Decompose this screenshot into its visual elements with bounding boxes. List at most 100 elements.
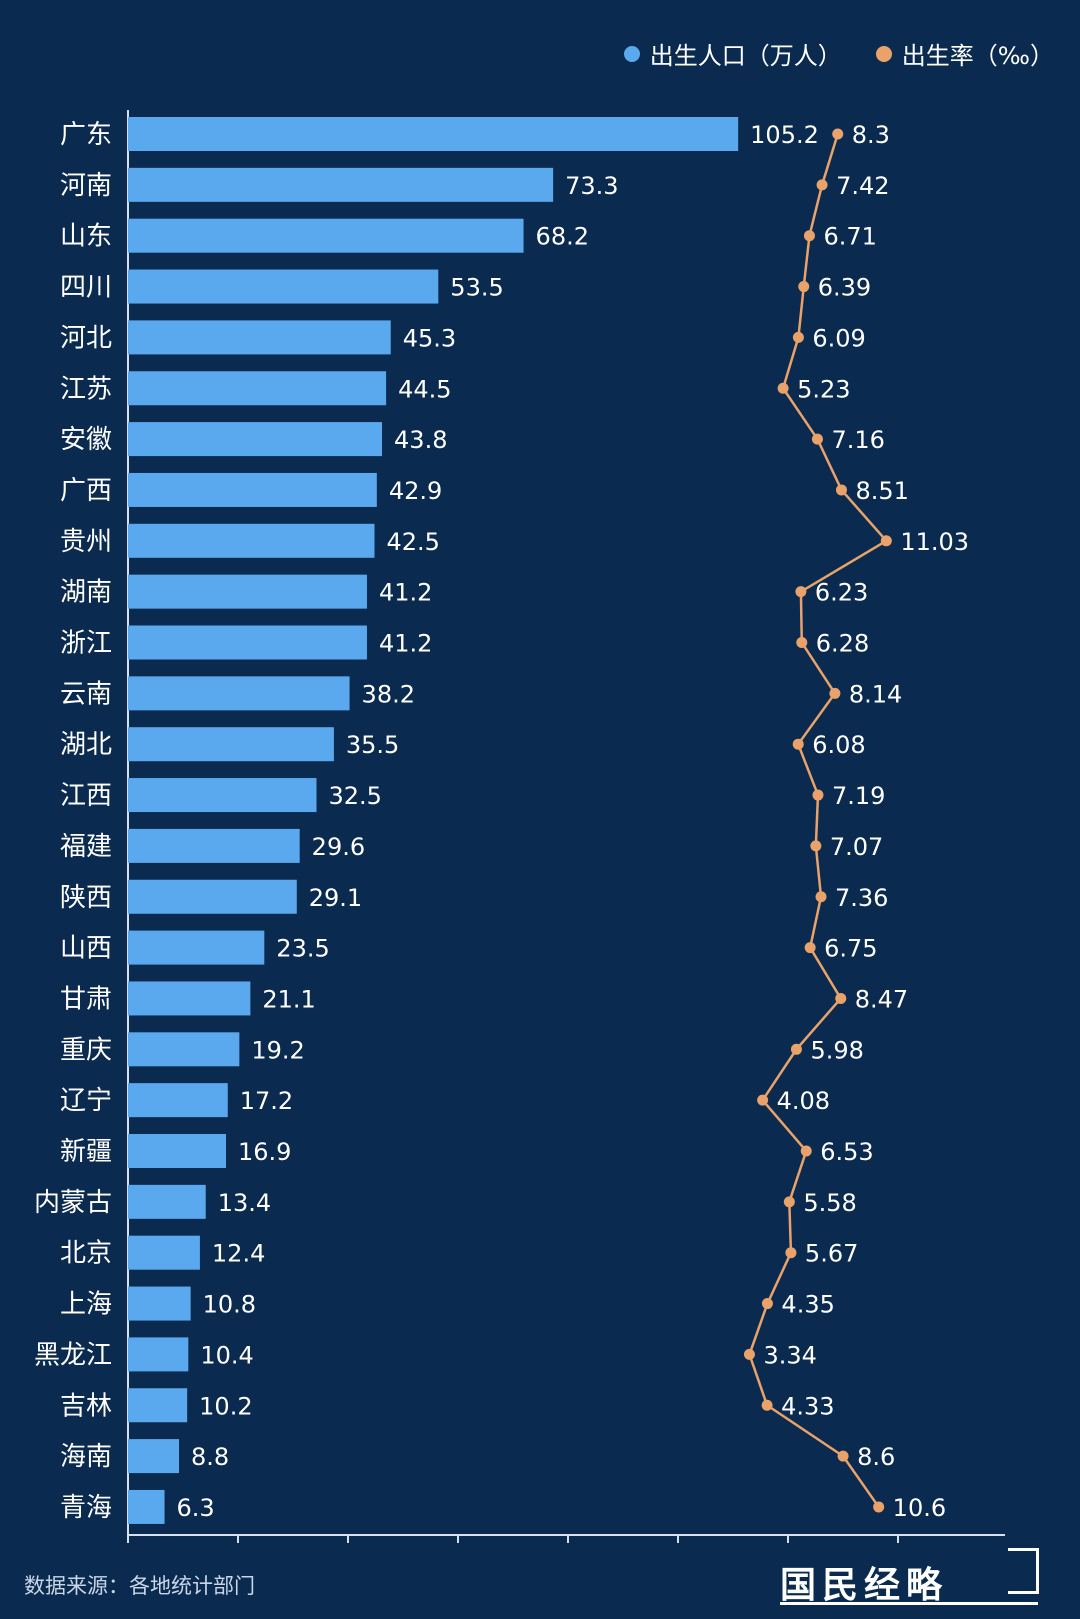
birth-rate-point <box>761 1399 773 1411</box>
bar <box>128 727 334 762</box>
category-label: 山西 <box>60 934 112 964</box>
bar <box>128 879 297 914</box>
bar-value-label: 32.5 <box>329 782 382 810</box>
bar <box>128 523 375 558</box>
birth-rate-label: 5.67 <box>805 1240 858 1268</box>
bar <box>128 269 439 304</box>
legend-label-birth-population: 出生人口（万人） <box>649 42 842 70</box>
bar-value-label: 53.5 <box>450 274 503 302</box>
bar <box>128 574 367 609</box>
birth-rate-label: 3.34 <box>763 1341 816 1369</box>
category-label: 甘肃 <box>60 984 112 1014</box>
birth-rate-point <box>790 1043 802 1055</box>
bar-value-label: 44.5 <box>398 375 451 403</box>
chart-legend: 出生人口（万人） 出生率（‰） <box>623 36 1054 71</box>
bar-value-label: 68.2 <box>536 223 589 251</box>
birth-rate-point <box>785 1247 797 1259</box>
category-label: 新疆 <box>60 1137 112 1167</box>
category-label: 吉林 <box>60 1391 112 1421</box>
birth-rate-label: 4.35 <box>781 1291 834 1319</box>
bar <box>128 1337 189 1372</box>
birth-rate-point <box>792 331 804 343</box>
bar <box>128 1184 206 1219</box>
bar <box>128 778 317 813</box>
birth-rate-label: 6.23 <box>815 579 868 607</box>
birth-rate-point <box>743 1348 755 1360</box>
birth-rate-point <box>829 687 841 699</box>
legend-swatch-line <box>875 45 892 62</box>
category-label: 江西 <box>60 781 112 811</box>
birth-rate-point <box>792 738 804 750</box>
birth-rate-point <box>880 535 892 547</box>
bar <box>128 1134 227 1168</box>
category-label: 广东 <box>60 120 112 150</box>
bar-value-label: 43.8 <box>394 426 447 454</box>
bar-value-label: 12.4 <box>212 1240 265 1268</box>
birth-rate-line <box>748 133 889 1508</box>
bar-value-label: 42.5 <box>387 528 440 556</box>
legend-swatch-bar <box>623 45 640 62</box>
bar <box>128 472 377 507</box>
bar-value-label: 38.2 <box>362 680 415 708</box>
bar <box>128 981 251 1016</box>
bar <box>128 320 391 355</box>
bar <box>128 218 524 253</box>
brand-underline <box>780 1602 1038 1605</box>
category-label: 福建 <box>60 832 112 862</box>
bar <box>128 1032 240 1067</box>
data-source-value: 各地统计部门 <box>129 1574 255 1598</box>
bar-value-label: 8.8 <box>191 1443 229 1471</box>
category-label: 陕西 <box>60 883 112 913</box>
birth-rate-label: 6.39 <box>818 274 871 302</box>
birth-rate-point <box>815 891 827 903</box>
category-label: 贵州 <box>60 527 112 557</box>
bar <box>128 828 300 863</box>
legend-label-birth-rate: 出生率（‰） <box>901 42 1054 70</box>
birth-rate-point <box>835 992 847 1004</box>
birth-rate-label: 7.19 <box>832 782 885 810</box>
birth-rate-label: 6.53 <box>820 1138 873 1166</box>
bar <box>128 1083 228 1118</box>
bar <box>128 1439 180 1474</box>
bar-value-label: 45.3 <box>403 324 456 352</box>
category-label: 海南 <box>60 1442 112 1472</box>
bar <box>128 167 554 202</box>
category-label: 内蒙古 <box>34 1188 112 1218</box>
birth-rate-label: 6.75 <box>824 935 877 963</box>
bar-value-label: 29.1 <box>309 884 362 912</box>
bar <box>128 117 739 151</box>
birth-rate-point <box>810 840 822 852</box>
legend-item-birth-population: 出生人口（万人） <box>623 36 842 71</box>
birth-rate-point <box>803 230 815 242</box>
bar-value-label: 10.4 <box>200 1341 253 1369</box>
birth-rate-point <box>873 1501 885 1513</box>
category-label: 广西 <box>60 476 112 506</box>
bar <box>128 1235 200 1270</box>
birth-rate-point <box>777 382 789 394</box>
bar-value-label: 10.8 <box>203 1291 256 1319</box>
bar-value-label: 42.9 <box>389 477 442 505</box>
category-label: 安徽 <box>60 425 112 455</box>
birth-rate-point <box>816 179 828 191</box>
bar <box>128 1388 188 1423</box>
birth-rate-label: 7.36 <box>835 884 888 912</box>
birth-rate-label: 6.09 <box>812 324 865 352</box>
birth-rate-label: 8.6 <box>857 1443 895 1471</box>
birth-rate-point <box>800 1145 812 1157</box>
category-label: 辽宁 <box>60 1086 112 1116</box>
bar <box>128 676 350 711</box>
birth-rate-label: 5.23 <box>797 375 850 403</box>
bar <box>128 371 387 406</box>
bar-value-label: 73.3 <box>565 172 618 200</box>
birth-rate-label: 6.08 <box>812 731 865 759</box>
birth-rate-point <box>796 637 808 648</box>
birth-rate-label: 8.51 <box>855 477 908 505</box>
bar-value-label: 41.2 <box>379 579 432 607</box>
bar-value-label: 21.1 <box>262 985 315 1013</box>
category-label: 云南 <box>60 679 112 709</box>
category-label: 山东 <box>60 222 112 252</box>
bar <box>128 1489 165 1524</box>
birth-rate-label: 5.98 <box>810 1036 863 1064</box>
bar-value-label: 19.2 <box>251 1036 304 1064</box>
